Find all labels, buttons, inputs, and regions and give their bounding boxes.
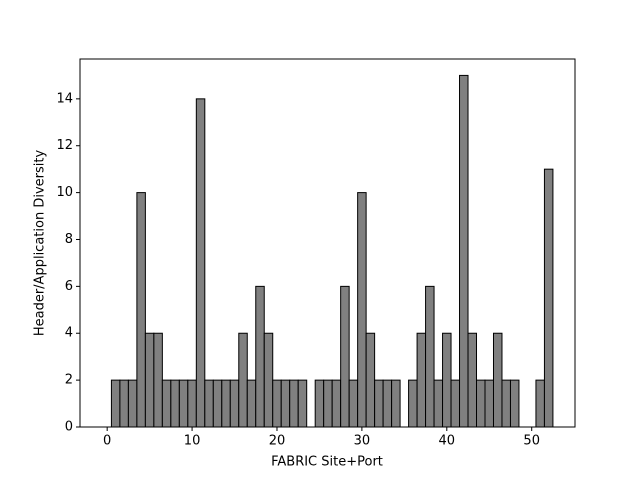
bar bbox=[340, 285, 350, 428]
bar bbox=[357, 192, 367, 428]
plot-frame bbox=[79, 58, 576, 428]
bar bbox=[492, 332, 503, 428]
bar bbox=[187, 379, 197, 428]
bar bbox=[144, 332, 155, 428]
bar bbox=[501, 379, 511, 428]
bar bbox=[272, 379, 282, 428]
bar bbox=[382, 379, 393, 428]
bar bbox=[314, 379, 325, 428]
bar bbox=[212, 379, 223, 428]
bar bbox=[170, 379, 180, 428]
bar bbox=[280, 379, 291, 428]
bar bbox=[535, 379, 545, 428]
bar bbox=[408, 379, 418, 428]
bar bbox=[161, 379, 172, 428]
bar bbox=[450, 379, 461, 428]
bar bbox=[238, 332, 248, 428]
bar bbox=[110, 379, 121, 428]
bar bbox=[255, 285, 265, 428]
bar bbox=[323, 379, 333, 428]
x-tick-label: 50 bbox=[523, 434, 540, 449]
bar bbox=[263, 332, 274, 428]
bar bbox=[297, 379, 308, 428]
y-tick-label: 4 bbox=[65, 326, 73, 341]
bar bbox=[348, 379, 359, 428]
bar bbox=[509, 379, 520, 428]
bar bbox=[289, 379, 299, 428]
bar bbox=[229, 379, 240, 428]
y-tick-label: 10 bbox=[56, 185, 73, 200]
bar bbox=[119, 379, 129, 428]
bar bbox=[178, 379, 189, 428]
x-tick-label: 40 bbox=[439, 434, 456, 449]
bar bbox=[484, 379, 494, 428]
y-tick-label: 8 bbox=[65, 232, 73, 247]
bar bbox=[433, 379, 444, 428]
bar bbox=[195, 98, 206, 428]
bar bbox=[416, 332, 427, 428]
x-tick-label: 20 bbox=[269, 434, 286, 449]
bar bbox=[459, 74, 469, 428]
x-axis-label: FABRIC Site+Port bbox=[271, 455, 383, 470]
y-tick-label: 14 bbox=[56, 91, 73, 106]
bar bbox=[127, 379, 138, 428]
bar bbox=[331, 379, 342, 428]
bar bbox=[476, 379, 486, 428]
x-tick-label: 0 bbox=[103, 434, 111, 449]
bar bbox=[425, 285, 435, 428]
y-tick-label: 2 bbox=[65, 373, 73, 388]
bar bbox=[221, 379, 231, 428]
bar bbox=[374, 379, 384, 428]
bar bbox=[442, 332, 452, 428]
x-tick-label: 30 bbox=[354, 434, 371, 449]
y-axis-label: Header/Application Diversity bbox=[33, 150, 48, 337]
y-tick-label: 6 bbox=[65, 279, 73, 294]
bar bbox=[543, 168, 554, 428]
bar bbox=[365, 332, 376, 428]
x-tick-label: 10 bbox=[184, 434, 201, 449]
bar bbox=[391, 379, 401, 428]
bar bbox=[136, 192, 146, 428]
y-tick-label: 0 bbox=[65, 420, 73, 435]
bar bbox=[246, 379, 257, 428]
bar bbox=[204, 379, 214, 428]
bar bbox=[467, 332, 478, 428]
y-tick-label: 12 bbox=[56, 138, 73, 153]
bar bbox=[153, 332, 163, 428]
